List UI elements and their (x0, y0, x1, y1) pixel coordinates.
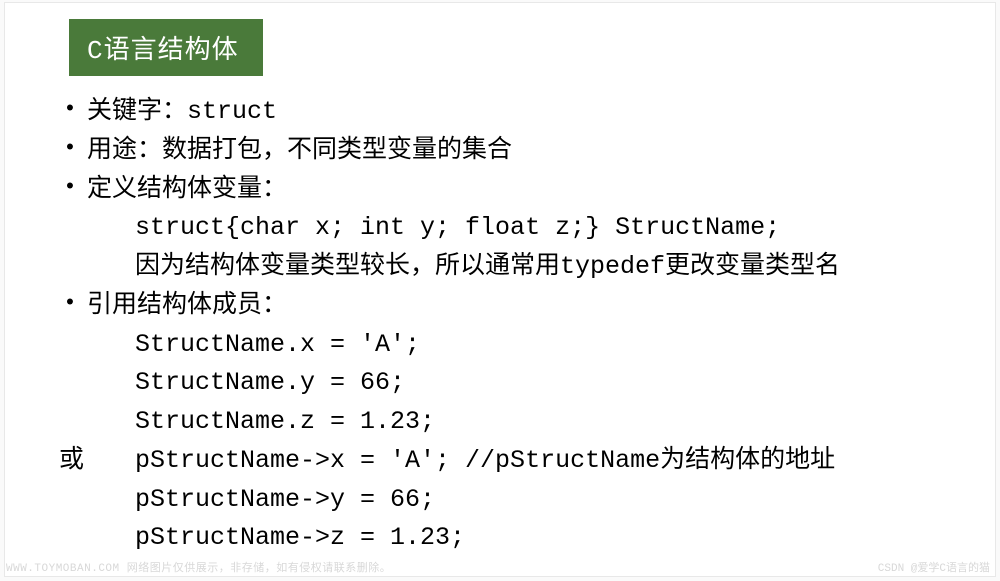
slide-container: C语言结构体 • 关键字：struct • 用途：数据打包，不同类型变量的集合 … (4, 2, 996, 577)
bullet-text: 引用结构体成员： (87, 287, 287, 326)
slide-title: C语言结构体 (69, 19, 263, 76)
code-arrow-y: pStructName->y = 66; (53, 481, 985, 520)
code-arrow-x-row: 或 pStructName->x = 'A'; //pStructName为结构… (53, 442, 985, 481)
bullet-dot-icon: • (53, 171, 87, 205)
bullet-text: 用途：数据打包，不同类型变量的集合 (87, 132, 512, 171)
bullet-text: 关键字：struct (87, 93, 277, 132)
code-arrow-x: pStructName->x = 'A'; //pStructName为结构体的… (135, 442, 835, 481)
code-dot-y: StructName.y = 66; (53, 364, 985, 403)
note-typedef: 因为结构体变量类型较长，所以通常用typedef更改变量类型名 (53, 248, 985, 287)
bullet-member-ref: • 引用结构体成员： (53, 287, 985, 326)
bullet-keyword: • 关键字：struct (53, 93, 985, 132)
or-label: 或 (53, 442, 135, 481)
slide-content: • 关键字：struct • 用途：数据打包，不同类型变量的集合 • 定义结构体… (53, 93, 985, 558)
watermark-source: WWW.TOYMOBAN.COM 网络图片仅供展示，非存储，如有侵权请联系删除。 (6, 559, 391, 575)
code-arrow-z: pStructName->z = 1.23; (53, 519, 985, 558)
bullet-text: 定义结构体变量： (87, 171, 287, 210)
watermark-author: CSDN @爱学C语言的猫 (878, 559, 990, 575)
bullet-dot-icon: • (53, 93, 87, 127)
code-dot-z: StructName.z = 1.23; (53, 403, 985, 442)
code-struct-def: struct{char x; int y; float z;} StructNa… (53, 209, 985, 248)
code-dot-x: StructName.x = 'A'; (53, 326, 985, 365)
bullet-dot-icon: • (53, 132, 87, 166)
bullet-define: • 定义结构体变量： (53, 171, 985, 210)
bullet-dot-icon: • (53, 287, 87, 321)
bullet-usage: • 用途：数据打包，不同类型变量的集合 (53, 132, 985, 171)
